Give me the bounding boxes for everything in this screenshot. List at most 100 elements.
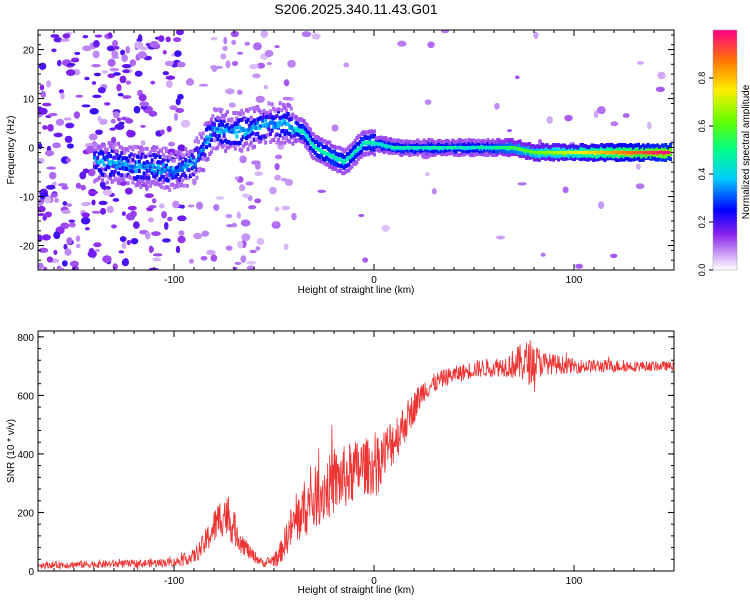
spectrogram-noise-cell (163, 221, 169, 230)
spectrogram-ridge-cell (657, 144, 661, 149)
spectrogram-noise-cell (636, 61, 644, 65)
spectrogram-ridge-cell (544, 143, 548, 148)
spectrogram-ridge-cell (93, 155, 96, 160)
spectrogram-ridge-cell (360, 131, 364, 136)
spectrogram-ridge-cell (352, 157, 356, 162)
spectrogram-ridge-cell (190, 152, 194, 157)
spectrogram-noise-cell (121, 116, 127, 121)
spectrogram-ridge-cell (213, 138, 216, 143)
spectrogram-ridge-cell (638, 145, 642, 150)
spectrogram-ridge-cell (96, 177, 100, 182)
spectrogram-ridge-cell (392, 138, 396, 143)
spectrogram-noise-cell (635, 183, 645, 190)
spectrogram-ridge-cell (461, 148, 464, 153)
spectrogram-noise-cell (138, 93, 147, 102)
spectrogram-ridge-cell (344, 164, 348, 169)
spectrogram-core-cell (537, 150, 541, 154)
spectrogram-ridge-cell (217, 133, 221, 138)
spectrogram-ridge-cell (590, 146, 594, 151)
spectrogram-noise-cell (210, 254, 218, 262)
spectrogram-ridge-cell (574, 153, 578, 158)
spectrogram-ridge-cell (534, 154, 538, 159)
spectrogram-ridge-cell (259, 136, 263, 141)
spectrogram-ridge-cell (627, 148, 631, 153)
spectrogram-ridge-cell (392, 142, 396, 147)
spectrogram-ridge-cell (254, 105, 258, 110)
spectrogram-ridge-cell (408, 152, 412, 157)
spectrogram-ridge-cell (296, 121, 300, 126)
spectrogram-ridge-cell (585, 154, 589, 159)
spectrogram-ridge-cell (627, 157, 631, 162)
spectrogram-ridge-cell (195, 136, 199, 141)
spectrogram-ridge-cell (397, 150, 400, 155)
spectrogram-ridge-cell (427, 148, 431, 153)
spectrogram-ridge-cell (499, 140, 503, 145)
spectrogram-core-cell (609, 150, 613, 154)
spectrogram-core-cell (153, 165, 157, 169)
spectrogram-ridge-cell (294, 131, 298, 136)
spectrogram-ridge-cell (96, 160, 100, 165)
spectrogram-ridge-cell (657, 153, 661, 158)
spectrogram-ridge-cell (377, 139, 381, 144)
spectrogram-core-cell (317, 148, 320, 152)
spectrogram-ridge-cell (312, 138, 316, 143)
spectrogram-ridge-cell (137, 159, 141, 164)
spectrogram-ridge-cell (246, 134, 250, 139)
spectrogram-ridge-cell (293, 114, 296, 119)
spectrogram-ridge-cell (433, 149, 437, 154)
spectrogram-core-cell (117, 161, 121, 165)
spectrogram-ridge-cell (345, 168, 349, 173)
spectrogram-ridge-cell (245, 119, 248, 124)
spectrogram-ridge-cell (470, 153, 474, 158)
spectrogram-core-cell (139, 165, 142, 169)
spectrogram-ridge-cell (305, 145, 309, 150)
spectrogram-core-cell (309, 141, 313, 145)
spectrogram-ridge-cell (222, 116, 226, 121)
spectrogram-ridge-cell (654, 146, 658, 151)
spectrogram-ridge-cell (369, 134, 373, 139)
spectrogram-ridge-cell (305, 123, 309, 128)
spectrogram-ridge-cell (321, 145, 325, 150)
spectrogram-ridge-cell (555, 154, 559, 159)
spectrogram-noise-cell (61, 185, 69, 190)
spectrogram-ridge-cell (161, 152, 165, 157)
spectrogram-ridge-cell (515, 152, 519, 157)
spectrogram-ridge-cell (389, 137, 392, 142)
spectrogram-core-cell (122, 163, 126, 167)
spectrogram-ridge-cell (587, 147, 591, 152)
spectrogram-noise-cell (116, 117, 122, 122)
spectrogram-core-cell (137, 165, 140, 169)
spectrogram-ridge-cell (110, 159, 114, 164)
spectrogram-ridge-cell (97, 160, 101, 165)
spectrogram-ridge-cell (101, 158, 104, 163)
spectrogram-noise-cell (431, 188, 437, 195)
spectrogram-ridge-cell (510, 149, 514, 154)
spectrogram-ridge-cell (621, 153, 624, 158)
spectrogram-noise-cell (150, 231, 161, 237)
spectrogram-core-cell (638, 150, 642, 154)
spectrogram-ridge-cell (486, 153, 490, 158)
spectrogram-ridge-cell (315, 152, 319, 157)
spectrogram-ridge-cell (243, 142, 247, 147)
spectrogram-noise-cell (127, 205, 137, 211)
spectrogram-ridge-cell (523, 142, 527, 147)
spectrogram-ridge-cell (262, 108, 266, 113)
spectrogram-ridge-cell (435, 140, 439, 145)
spectrogram-ridge-cell (166, 166, 170, 171)
spectrogram-ridge-cell (113, 164, 117, 169)
spectrogram-ridge-cell (193, 162, 197, 167)
spectrogram-noise-cell (74, 51, 81, 56)
spectrogram-ridge-cell (325, 162, 328, 167)
spectrogram-ridge-cell (589, 147, 592, 152)
spectrogram-ridge-cell (358, 151, 362, 156)
spectrogram-noise-cell (82, 35, 89, 39)
spectrogram-ridge-cell (517, 140, 520, 145)
spectrogram-ridge-cell (125, 166, 128, 171)
spectrogram-ridge-cell (585, 157, 589, 162)
spectrogram-ridge-cell (94, 178, 98, 183)
spectrogram-ridge-cell (137, 150, 141, 155)
spectrogram-ridge-cell (153, 174, 157, 179)
spectrogram-noise-cell (68, 222, 76, 228)
spectrogram-ridge-cell (637, 152, 640, 157)
spectrogram-core-cell (396, 146, 399, 150)
